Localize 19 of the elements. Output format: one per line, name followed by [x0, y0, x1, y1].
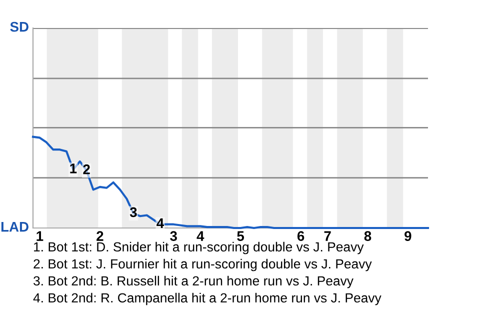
text: 2. Bot 1st: J. Fournier hit a run-scoring double vs J. Peavy [34, 258, 372, 272]
text: 3. Bot 2nd: B. Russell hit a 2-run home run vs J. Peavy [34, 276, 354, 288]
x-tick-label: 6 [297, 231, 304, 241]
annotation: 2 [83, 164, 90, 174]
text: SD [10, 22, 28, 32]
x-tick-label: 7 [324, 231, 331, 241]
x-tick-label: 2 [96, 231, 104, 241]
text: 4. Bot 2nd: R. Campanella hit a 2-run home run vs J. Peavy [33, 292, 382, 306]
x-tick-label: 9 [404, 231, 412, 241]
x-tick-label: 5 [237, 231, 244, 241]
text: 1. Bot 1st: D. Snider hit a run-scoring double vs J. Peavy [34, 242, 364, 254]
x-tick-label: 4 [196, 231, 204, 241]
annotation: 4 [156, 218, 164, 228]
x-tick-label: 1 [36, 231, 44, 241]
x-tick-label: 3 [170, 231, 177, 241]
annotation: 3 [130, 207, 137, 218]
text: LAD [1, 222, 28, 232]
x-tick-label: 8 [364, 231, 372, 241]
annotation: 1 [70, 164, 77, 174]
